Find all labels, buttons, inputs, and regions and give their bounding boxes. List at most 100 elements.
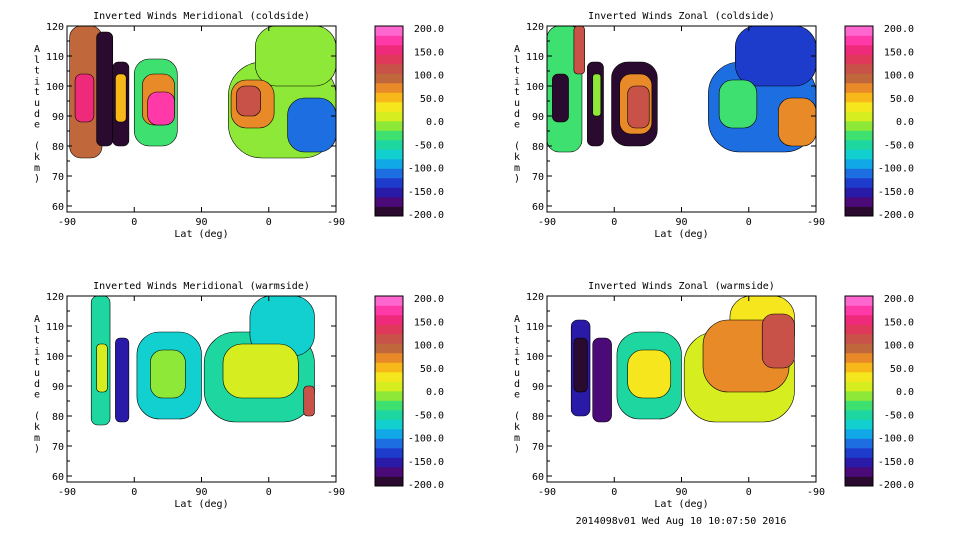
colorbar-segment (375, 334, 403, 344)
y-tick-label: 90 (532, 112, 544, 123)
colorbar-label: -200.0 (878, 210, 914, 221)
colorbar-label: -50.0 (884, 410, 914, 421)
colorbar-segment (375, 400, 403, 411)
colorbar-label: -50.0 (884, 140, 914, 151)
contour-region (761, 313, 795, 369)
colorbar-segment (375, 343, 403, 354)
colorbar-label: 200.0 (414, 24, 444, 35)
contour-region (592, 337, 612, 423)
colorbar-label: 100.0 (884, 71, 914, 82)
colorbar-label: 50.0 (420, 94, 444, 105)
colorbar-label: -100.0 (408, 164, 444, 175)
colorbar-segment (375, 324, 403, 335)
colorbar-segment (375, 35, 403, 46)
y-tick-label: 100 (526, 352, 544, 363)
colorbar-segment (845, 130, 873, 141)
colorbar-label: 100.0 (414, 71, 444, 82)
contour-field (570, 296, 795, 423)
contour-region (222, 343, 299, 399)
colorbar-segment (375, 429, 403, 439)
colorbar-frame (374, 295, 404, 487)
contour-region (96, 31, 114, 147)
colorbar-segment (375, 83, 403, 93)
contour-region (150, 349, 186, 399)
colorbar-label: 200.0 (884, 24, 914, 35)
colorbar-segment (375, 178, 403, 188)
colorbar-segment (375, 381, 403, 392)
colorbar-segment (375, 305, 403, 316)
colorbar-label: -200.0 (878, 480, 914, 491)
y-tick-label: 90 (532, 382, 544, 393)
y-tick-label: 90 (52, 382, 64, 393)
colorbar-segment (845, 187, 873, 198)
colorbar-segment (375, 45, 403, 55)
colorbar-label: -100.0 (408, 434, 444, 445)
y-tick-label: 120 (526, 22, 544, 33)
x-tick-label: 0 (746, 487, 752, 498)
colorbar-segment (845, 140, 873, 150)
colorbar-segment (375, 197, 403, 207)
y-tick-label: 70 (52, 442, 64, 453)
colorbar-segment (375, 102, 403, 112)
colorbar-segment (845, 419, 873, 430)
y-tick-label: 60 (532, 472, 544, 483)
colorbar-segment (845, 92, 873, 103)
colorbar-segment (845, 457, 873, 468)
y-tick-label: 60 (52, 472, 64, 483)
colorbar-label: 100.0 (414, 341, 444, 352)
colorbar-segment (845, 35, 873, 46)
y-tick-label: 80 (52, 142, 64, 153)
colorbar-segment (375, 92, 403, 103)
contour-region (627, 85, 650, 129)
x-tick-label: 0 (266, 487, 272, 498)
colorbar-frame (844, 25, 874, 217)
contour-region (236, 85, 261, 117)
colorbar-segment (375, 121, 403, 131)
y-tick-label: 100 (46, 82, 64, 93)
colorbar-segment (845, 64, 873, 74)
x-tick-label: -90 (327, 487, 345, 498)
colorbar-segment (375, 448, 403, 458)
colorbar-segment (375, 168, 403, 179)
y-tick-label: 100 (46, 352, 64, 363)
colorbar-label: 100.0 (884, 341, 914, 352)
colorbar-label: 50.0 (420, 364, 444, 375)
colorbar-segment (375, 26, 403, 36)
colorbar-label: -150.0 (408, 187, 444, 198)
colorbar-segment (845, 149, 873, 160)
colorbar-segment (375, 372, 403, 382)
colorbar-segment (845, 400, 873, 411)
colorbar-segment (845, 197, 873, 207)
contour-field (90, 296, 315, 426)
x-tick-label: -90 (538, 217, 556, 228)
colorbar-frame (844, 295, 874, 487)
contour-region (255, 26, 336, 87)
x-axis-label: Lat (deg) (174, 229, 228, 240)
colorbar-segment (845, 429, 873, 439)
colorbar-label: -50.0 (414, 410, 444, 421)
y-tick-label: 110 (526, 52, 544, 63)
x-tick-label: 0 (131, 217, 137, 228)
colorbar-label: -150.0 (408, 457, 444, 468)
x-tick-label: 90 (195, 217, 207, 228)
colorbar-segment (845, 178, 873, 188)
colorbar-segment (845, 168, 873, 179)
y-tick-label: 110 (526, 322, 544, 333)
colorbar: 200.0 150.0 100.0 50.0 0.0 -50.0 -100.0 -150.0 -… (844, 294, 914, 491)
contour-region (592, 73, 602, 117)
panel-title: Inverted Winds Meridional (coldside) (93, 11, 310, 22)
colorbar-frame (374, 25, 404, 217)
colorbar-label: 150.0 (414, 47, 444, 58)
colorbar-segment (845, 381, 873, 392)
contour-region (718, 79, 758, 129)
colorbar-segment (375, 206, 403, 217)
contour-field (69, 26, 336, 159)
colorbar-segment (845, 296, 873, 306)
panel-title: Inverted Winds Meridional (warmside) (93, 281, 310, 292)
panel-zonal-cold: Inverted Winds Zonal (coldside) -90 0 90 0 -9… (514, 11, 914, 240)
contour-region (573, 337, 588, 393)
x-axis-label: Lat (deg) (654, 229, 708, 240)
y-tick-label: 120 (46, 292, 64, 303)
